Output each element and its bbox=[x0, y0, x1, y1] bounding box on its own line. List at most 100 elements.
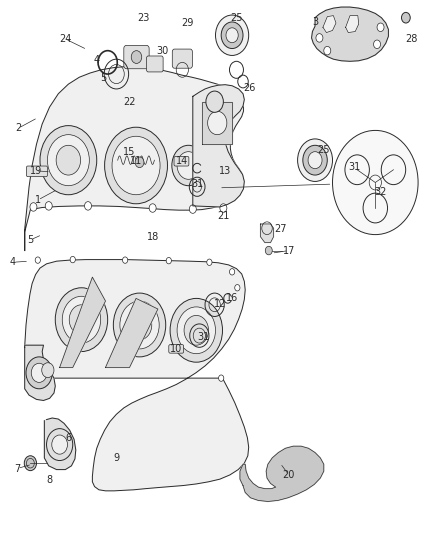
Text: 12: 12 bbox=[214, 298, 226, 309]
Circle shape bbox=[221, 22, 243, 49]
Polygon shape bbox=[193, 85, 244, 207]
Circle shape bbox=[170, 298, 223, 362]
Circle shape bbox=[40, 126, 97, 195]
Circle shape bbox=[113, 293, 166, 357]
Circle shape bbox=[184, 316, 208, 345]
Polygon shape bbox=[106, 298, 158, 368]
Polygon shape bbox=[44, 418, 76, 470]
Polygon shape bbox=[240, 446, 324, 502]
Text: 31: 31 bbox=[198, 332, 210, 342]
Circle shape bbox=[30, 203, 37, 211]
Circle shape bbox=[26, 357, 52, 389]
Circle shape bbox=[120, 301, 159, 349]
Circle shape bbox=[189, 205, 196, 213]
Circle shape bbox=[45, 201, 52, 210]
Circle shape bbox=[297, 139, 332, 181]
Polygon shape bbox=[202, 102, 232, 144]
Circle shape bbox=[46, 429, 73, 461]
Text: 21: 21 bbox=[217, 211, 230, 221]
Circle shape bbox=[35, 257, 40, 263]
Circle shape bbox=[52, 435, 67, 454]
Circle shape bbox=[177, 307, 215, 354]
Circle shape bbox=[55, 288, 108, 352]
Text: 27: 27 bbox=[274, 224, 286, 235]
Text: 26: 26 bbox=[244, 83, 256, 93]
Text: 18: 18 bbox=[147, 232, 159, 243]
Circle shape bbox=[230, 269, 235, 275]
Circle shape bbox=[235, 285, 240, 291]
Polygon shape bbox=[261, 224, 274, 243]
Text: 14: 14 bbox=[176, 156, 188, 166]
Text: 28: 28 bbox=[405, 34, 417, 44]
Circle shape bbox=[208, 111, 227, 135]
Text: 25: 25 bbox=[230, 13, 243, 23]
Text: 23: 23 bbox=[138, 13, 150, 23]
Circle shape bbox=[70, 256, 75, 263]
FancyBboxPatch shape bbox=[172, 49, 192, 68]
Circle shape bbox=[374, 40, 381, 49]
Circle shape bbox=[42, 363, 54, 377]
Circle shape bbox=[47, 135, 89, 185]
Circle shape bbox=[127, 310, 152, 340]
FancyBboxPatch shape bbox=[169, 345, 184, 353]
Text: 1: 1 bbox=[35, 195, 41, 205]
Circle shape bbox=[149, 204, 156, 212]
Circle shape bbox=[56, 146, 81, 175]
Polygon shape bbox=[25, 345, 55, 400]
FancyBboxPatch shape bbox=[147, 56, 163, 72]
Circle shape bbox=[265, 246, 272, 255]
Text: 5: 5 bbox=[27, 235, 34, 245]
Text: 22: 22 bbox=[123, 96, 136, 107]
Circle shape bbox=[172, 146, 205, 185]
Polygon shape bbox=[60, 277, 106, 368]
Circle shape bbox=[123, 257, 128, 263]
Text: 20: 20 bbox=[283, 470, 295, 480]
Circle shape bbox=[166, 257, 171, 264]
Circle shape bbox=[316, 34, 323, 42]
Text: 29: 29 bbox=[181, 18, 194, 28]
Text: 16: 16 bbox=[226, 293, 238, 303]
Circle shape bbox=[308, 152, 322, 168]
Text: 13: 13 bbox=[219, 166, 232, 176]
Polygon shape bbox=[311, 7, 389, 61]
Circle shape bbox=[207, 259, 212, 265]
Text: 7: 7 bbox=[14, 464, 21, 473]
Text: 31: 31 bbox=[191, 179, 203, 189]
Text: 24: 24 bbox=[59, 34, 71, 44]
Text: 15: 15 bbox=[124, 147, 136, 157]
Text: 9: 9 bbox=[113, 453, 120, 463]
Circle shape bbox=[303, 146, 327, 175]
Circle shape bbox=[177, 152, 200, 179]
Circle shape bbox=[324, 46, 331, 55]
Circle shape bbox=[131, 51, 142, 63]
Circle shape bbox=[69, 305, 94, 335]
Text: 25: 25 bbox=[318, 144, 330, 155]
Text: 19: 19 bbox=[29, 166, 42, 176]
Circle shape bbox=[402, 12, 410, 23]
Circle shape bbox=[35, 375, 40, 381]
Text: 5: 5 bbox=[100, 73, 106, 83]
Circle shape bbox=[24, 456, 36, 471]
Text: 4: 4 bbox=[94, 55, 100, 65]
Text: 31: 31 bbox=[348, 161, 360, 172]
Polygon shape bbox=[323, 15, 336, 33]
Text: 17: 17 bbox=[283, 246, 295, 255]
Text: 8: 8 bbox=[46, 475, 53, 485]
Circle shape bbox=[31, 364, 47, 382]
Circle shape bbox=[112, 136, 160, 195]
Circle shape bbox=[85, 201, 92, 210]
Circle shape bbox=[206, 91, 223, 112]
Polygon shape bbox=[346, 15, 359, 33]
Circle shape bbox=[377, 23, 384, 31]
Polygon shape bbox=[25, 67, 244, 251]
Circle shape bbox=[219, 375, 224, 381]
Circle shape bbox=[135, 157, 144, 167]
FancyBboxPatch shape bbox=[124, 45, 149, 69]
FancyBboxPatch shape bbox=[174, 157, 189, 166]
Text: 3: 3 bbox=[312, 17, 318, 27]
Text: 32: 32 bbox=[374, 187, 387, 197]
FancyBboxPatch shape bbox=[26, 166, 47, 176]
Text: 4: 4 bbox=[10, 257, 16, 267]
Circle shape bbox=[62, 296, 101, 343]
Text: 10: 10 bbox=[170, 344, 182, 354]
